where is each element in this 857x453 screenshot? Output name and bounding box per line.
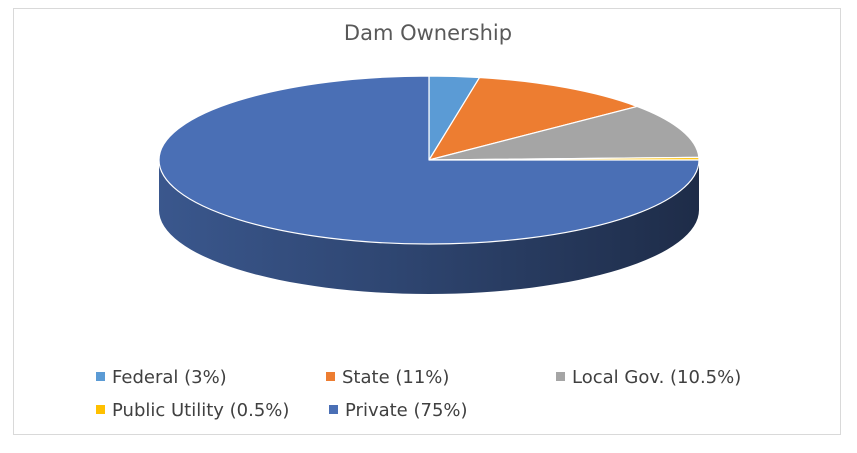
legend-item-state: State (11%) — [326, 367, 449, 388]
legend-item-local-gov: Local Gov. (10.5%) — [556, 367, 741, 388]
legend-label-private: Private (75%) — [345, 400, 468, 421]
legend-label-local-gov: Local Gov. (10.5%) — [572, 367, 742, 388]
legend-item-public-utility: Public Utility (0.5%) — [96, 400, 289, 421]
legend-swatch-public-utility — [96, 405, 105, 414]
legend-item-federal: Federal (3%) — [96, 367, 227, 388]
legend-label-state: State (11%) — [342, 367, 450, 388]
pie-slice-state — [428, 76, 638, 161]
chart-title: Dam Ownership — [343, 21, 513, 45]
legend-item-private: Private (75%) — [329, 400, 468, 421]
chart-frame: Dam Ownership Federal (3%) State (11%) L… — [13, 8, 841, 435]
legend-swatch-private — [329, 405, 338, 414]
pie-chart — [158, 75, 700, 294]
legend-label-federal: Federal (3%) — [112, 367, 227, 388]
legend-swatch-state — [326, 372, 335, 381]
pie-side-private — [159, 160, 699, 294]
legend-label-public-utility: Public Utility (0.5%) — [112, 400, 290, 421]
legend-swatch-local-gov — [556, 372, 565, 381]
legend-swatch-federal — [96, 372, 105, 381]
pie-slice-private — [158, 75, 700, 245]
pie-slice-local-gov — [428, 105, 700, 161]
